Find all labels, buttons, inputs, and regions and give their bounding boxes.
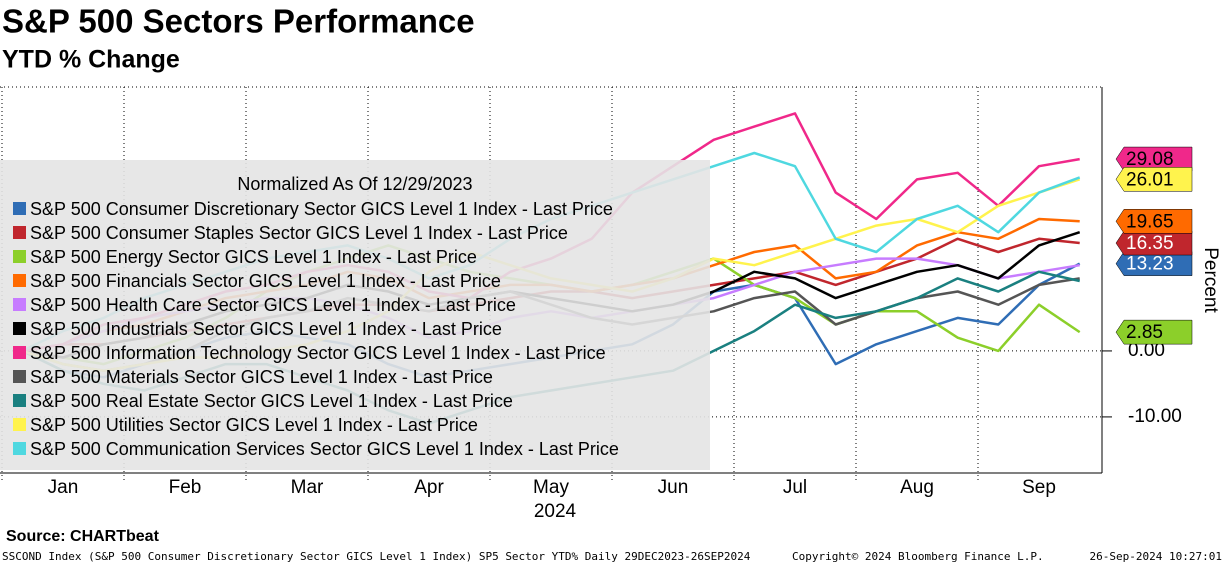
legend-title: Normalized As Of 12/29/2023 [237, 174, 472, 194]
x-tick-label: Aug [900, 477, 934, 498]
end-label: 29.08 [1126, 149, 1174, 170]
legend-swatch [13, 322, 26, 335]
end-label: 26.01 [1126, 169, 1174, 190]
legend-swatch [13, 226, 26, 239]
legend-swatch [13, 250, 26, 263]
legend-swatch [13, 418, 26, 431]
legend-label: S&P 500 Real Estate Sector GICS Level 1 … [30, 391, 513, 411]
chart-subtitle: YTD % Change [2, 46, 180, 74]
end-label-box [1115, 209, 1193, 234]
legend-swatch [13, 370, 26, 383]
source: Source: CHARTbeat [6, 528, 160, 545]
end-label-box [1115, 230, 1193, 256]
legend-box [0, 160, 710, 470]
x-tick-label: Feb [169, 477, 202, 498]
legend-swatch [13, 202, 26, 215]
x-tick-label: May [533, 477, 569, 498]
legend-label: S&P 500 Communication Services Sector GI… [30, 439, 619, 459]
y-axis-label: Percent [1200, 247, 1221, 313]
legend-label: S&P 500 Consumer Staples Sector GICS Lev… [30, 223, 568, 243]
footer-desc: SSCOND Index (S&P 500 Consumer Discretio… [2, 550, 751, 563]
y-tick-label: -10.00 [1128, 406, 1182, 427]
end-label-box [1115, 319, 1193, 345]
end-label: 2.85 [1126, 322, 1163, 343]
legend-label: S&P 500 Materials Sector GICS Level 1 In… [30, 367, 493, 387]
year-label: 2024 [534, 501, 577, 522]
legend-swatch [13, 442, 26, 455]
legend-label: S&P 500 Consumer Discretionary Sector GI… [30, 199, 613, 219]
legend-swatch [13, 346, 26, 359]
y-tick-label: 0.00 [1128, 340, 1165, 361]
legend-label: S&P 500 Utilities Sector GICS Level 1 In… [30, 415, 478, 435]
x-tick-label: Sep [1022, 477, 1056, 498]
legend-swatch [13, 274, 26, 287]
footer-copyright: Copyright© 2024 Bloomberg Finance L.P. [792, 550, 1044, 563]
x-tick-label: Jan [48, 477, 79, 498]
x-tick-label: Jul [783, 477, 807, 498]
legend-swatch [13, 298, 26, 311]
legend-label: S&P 500 Information Technology Sector GI… [30, 343, 606, 363]
end-label-box [1115, 251, 1193, 276]
legend-label: S&P 500 Health Care Sector GICS Level 1 … [30, 295, 516, 315]
footer-date: 26-Sep-2024 10:27:01 [1090, 550, 1222, 563]
x-tick-label: Jun [658, 477, 689, 498]
end-label: 19.65 [1126, 211, 1174, 232]
x-tick-label: Apr [414, 477, 444, 498]
end-label: 16.35 [1126, 233, 1174, 254]
end-label-box [1115, 167, 1193, 192]
legend: Normalized As Of 12/29/2023 S&P 500 Consu… [0, 160, 710, 470]
end-label: 13.23 [1126, 254, 1174, 275]
legend-label: S&P 500 Industrials Sector GICS Level 1 … [30, 319, 502, 339]
legend-label: S&P 500 Financials Sector GICS Level 1 I… [30, 271, 501, 291]
x-tick-label: Mar [291, 477, 324, 498]
legend-swatch [13, 394, 26, 407]
chart-title: S&P 500 Sectors Performance [2, 3, 475, 40]
legend-label: S&P 500 Energy Sector GICS Level 1 Index… [30, 247, 477, 267]
